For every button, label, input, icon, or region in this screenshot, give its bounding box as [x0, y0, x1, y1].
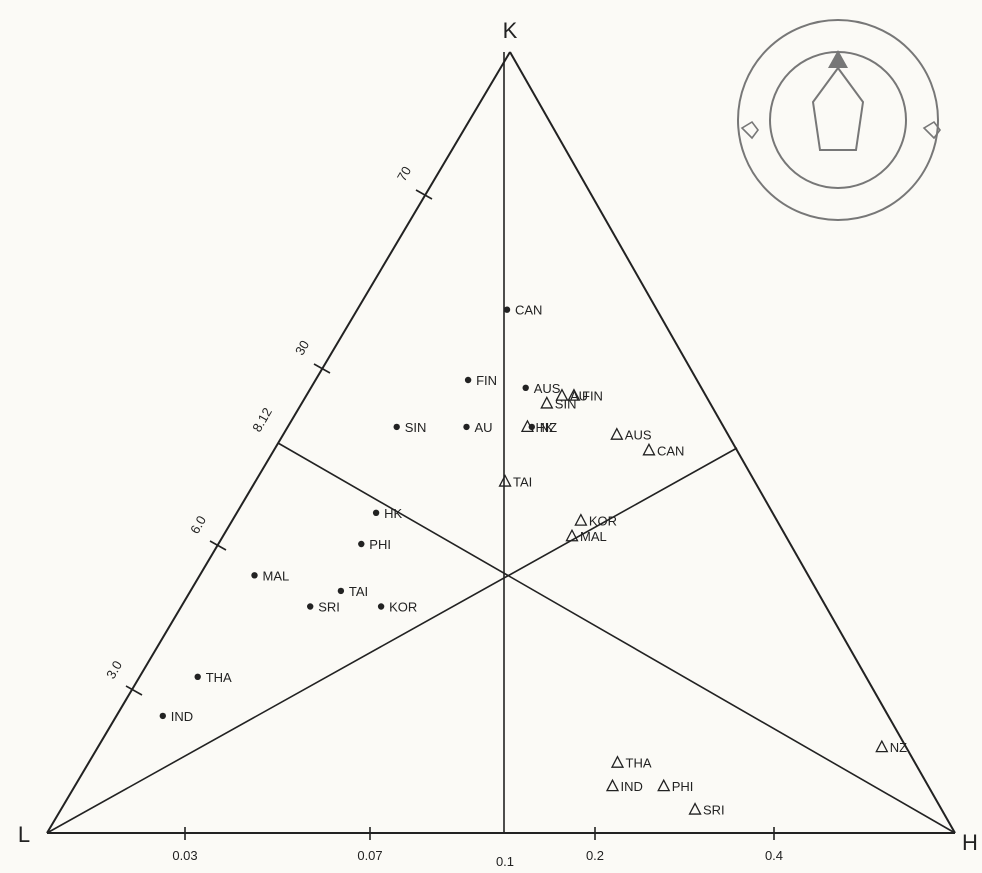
data-point-label: MAL — [263, 568, 290, 583]
bottom-edge-label: 0.2 — [586, 848, 604, 863]
data-point-label: HK — [384, 506, 402, 521]
data-point-label: SRI — [318, 600, 340, 615]
data-point-label: AUS — [625, 428, 652, 443]
seal-emblem — [737, 19, 941, 221]
left-edge-label: 30 — [292, 338, 312, 358]
data-point-triangle — [520, 419, 535, 433]
data-point-dot — [503, 306, 511, 313]
data-point-label: CAN — [657, 443, 684, 458]
data-point-label: AUS — [534, 381, 561, 396]
bottom-edge-label: 0.03 — [172, 848, 197, 863]
bottom-edge-label: 0.1 — [496, 854, 514, 869]
left-edge-label: 6.0 — [187, 513, 209, 536]
data-point-label: AU — [475, 420, 493, 435]
bottom-edge-label: 0.4 — [765, 848, 783, 863]
data-point-dot — [377, 603, 385, 610]
data-point-dot — [393, 423, 400, 431]
data-point-triangle — [688, 802, 702, 815]
data-point-label: THA — [206, 670, 232, 685]
left-tick-3 — [125, 685, 143, 696]
left-tick-70 — [415, 189, 433, 200]
data-point-triangle — [498, 474, 512, 487]
data-point-label: TAI — [349, 584, 368, 599]
data-point-label: FIN — [476, 373, 497, 388]
data-point-label: KOR — [389, 600, 417, 615]
left-edge-label: 70 — [394, 164, 414, 184]
data-point-dot — [358, 540, 365, 548]
data-point-label: NZ — [540, 420, 557, 435]
plot-frame — [46, 51, 956, 840]
data-point-label: HK — [536, 420, 554, 435]
left-edge-label: 3.0 — [103, 658, 125, 681]
data-point-triangle — [605, 778, 620, 792]
left-tick-6 — [209, 540, 227, 551]
data-point-label: PHI — [672, 779, 694, 794]
data-point-label: IND — [171, 709, 193, 724]
data-point-triangle — [567, 388, 581, 401]
data-point-label: NZ — [890, 740, 907, 755]
data-point-triangle — [610, 427, 624, 440]
data-point-label: MAL — [580, 529, 607, 544]
data-point-label: PHI — [369, 537, 391, 552]
data-point-triangle — [540, 396, 554, 409]
data-point-triangle — [610, 755, 625, 768]
data-point-triangle — [565, 528, 579, 542]
data-point-triangle — [574, 513, 588, 526]
data-point-dot — [337, 587, 345, 595]
data-point-triangle — [657, 778, 671, 792]
data-point-label: IND — [621, 779, 643, 794]
right-median — [277, 442, 956, 834]
data-point-label: SRI — [703, 803, 725, 818]
data-point-label: FIN — [582, 389, 603, 404]
data-point-triangle — [555, 388, 569, 401]
bottom-edge-label: 0.07 — [357, 848, 382, 863]
data-point-triangle — [642, 442, 656, 456]
data-point-triangle — [875, 739, 889, 753]
vertex-label-left: L — [18, 822, 30, 847]
left-tick-30 — [313, 363, 331, 374]
left-edge-label: 8.12 — [249, 405, 275, 434]
data-point-label: TAI — [513, 475, 532, 490]
data-point-dot — [372, 509, 380, 516]
data-point-dot — [307, 603, 314, 610]
vertex-label-right: H — [962, 830, 978, 855]
data-points: NZ AUS CAN AU FIN KOR HK PHI TAI SRI SIN MAL THA IND A… — [159, 303, 907, 818]
right-edge — [509, 51, 956, 834]
data-point-dot — [463, 423, 470, 431]
data-point-label: CAN — [515, 303, 542, 318]
vertex-label-top: K — [503, 18, 518, 43]
data-point-label: KOR — [589, 514, 617, 529]
data-point-dot — [194, 673, 201, 680]
data-point-dot — [251, 572, 258, 579]
data-point-label: SIN — [405, 420, 427, 435]
data-point-dot — [522, 384, 529, 391]
data-point-dot — [159, 712, 166, 720]
data-point-label: SIN — [555, 396, 577, 411]
data-point-label: THA — [626, 756, 652, 771]
data-point-dot — [464, 376, 472, 384]
left-median — [46, 447, 738, 834]
